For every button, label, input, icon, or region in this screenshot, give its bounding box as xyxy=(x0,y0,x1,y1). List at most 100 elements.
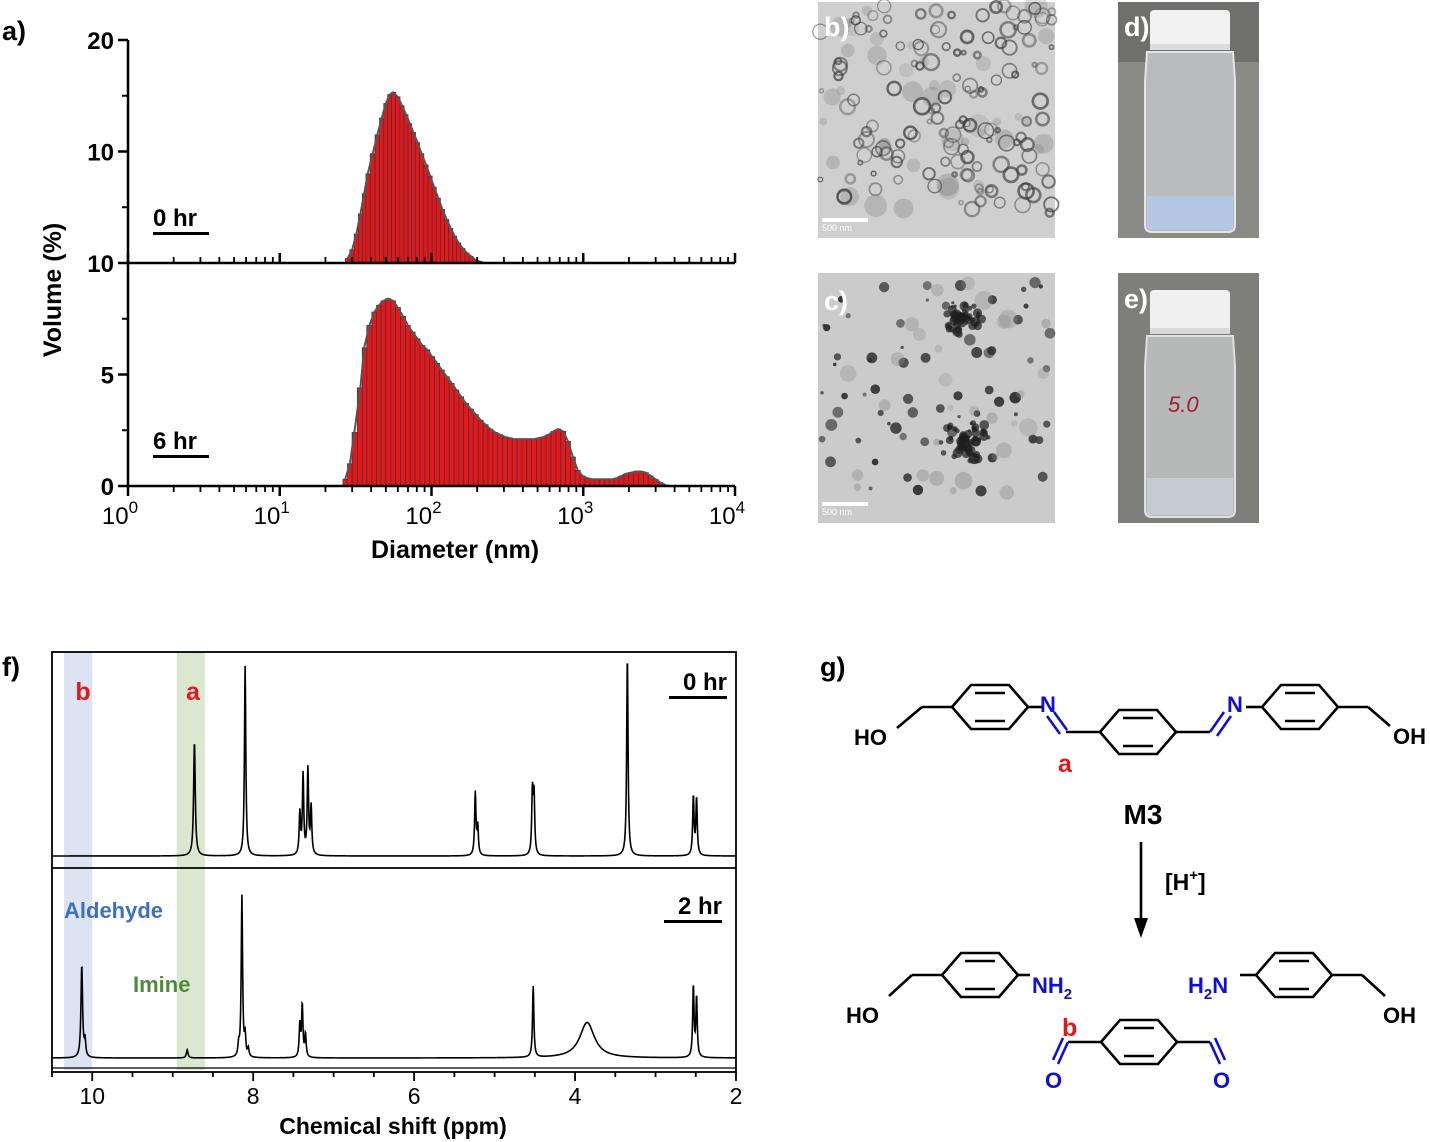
tem-particle xyxy=(890,149,906,164)
dls-bar-6hr xyxy=(477,419,484,487)
tem-shadow xyxy=(1014,112,1023,121)
tem-particle xyxy=(959,29,975,45)
tem-particle xyxy=(878,281,890,293)
tem-shadow xyxy=(937,177,960,200)
tem-shadow xyxy=(902,81,923,103)
tem-particle xyxy=(910,59,919,68)
nmr-frame xyxy=(51,651,737,1073)
tem-particle xyxy=(958,199,964,206)
tem-shadow xyxy=(999,485,1015,500)
dls-bar-0hr xyxy=(395,96,401,264)
dls-bar-6hr xyxy=(371,311,378,487)
dls-bar-0hr xyxy=(391,92,396,264)
dls-fit-curve-0hr xyxy=(346,91,484,264)
tem-particle xyxy=(1035,436,1044,445)
amine-left-oh-bond xyxy=(888,974,913,997)
tem-shadow xyxy=(867,45,887,66)
tem-particle xyxy=(896,319,905,328)
tem-particle xyxy=(871,145,883,158)
tem-shadow xyxy=(851,469,864,481)
dls-bar-6hr xyxy=(502,436,508,487)
tem-shadow xyxy=(996,314,1011,329)
tem-particle xyxy=(817,176,824,183)
dls-bar-6hr xyxy=(419,345,426,487)
tem-particle xyxy=(927,106,936,115)
tem-aggregate xyxy=(970,420,977,426)
aldehyde-o-left: O xyxy=(1045,1068,1062,1093)
tem-particle xyxy=(977,122,995,140)
dls-bar-6hr xyxy=(463,403,469,487)
dls-bar-0hr xyxy=(399,105,405,264)
tem-particle xyxy=(900,345,904,350)
x-tick-label: 100 xyxy=(102,498,138,530)
tem-particle xyxy=(868,182,883,197)
tem-particle xyxy=(1031,92,1049,110)
tem-particle xyxy=(964,333,976,346)
tem-shadow xyxy=(1041,318,1051,329)
m3-ho-label: HO xyxy=(854,725,887,750)
tem-particle xyxy=(899,432,907,441)
panel-g: g) HO N xyxy=(820,652,1426,1093)
tem-particle xyxy=(1019,137,1035,153)
vial-liquid-d xyxy=(1147,196,1233,230)
scale-bar-b xyxy=(822,218,868,222)
tem-aggregate xyxy=(967,457,973,464)
m3-label-a: a xyxy=(1058,750,1073,778)
dls-bar-0hr xyxy=(379,117,385,264)
tem-particle xyxy=(818,435,826,443)
panel-c: 500 nm c) xyxy=(818,273,1056,523)
nmr-highlight-bands xyxy=(64,652,205,1070)
tem-particle xyxy=(845,313,851,319)
reagent-close: ] xyxy=(1198,869,1206,895)
tem-particle xyxy=(825,456,836,468)
tem-shadow xyxy=(916,469,929,482)
tem-particle xyxy=(818,88,825,94)
tem-particle xyxy=(1028,1,1042,15)
x-tick-exponent: 4 xyxy=(736,498,745,517)
tem-particle xyxy=(1001,62,1018,79)
amine-right-n: N xyxy=(1212,973,1228,998)
tem-shadow xyxy=(878,138,890,149)
dls-fit-curve-6hr xyxy=(344,297,666,486)
nmr-spectra xyxy=(52,663,736,1059)
tem-particle xyxy=(895,41,906,51)
tem-particle xyxy=(886,80,902,97)
tem-particle xyxy=(856,147,873,163)
dls-bar-6hr xyxy=(516,438,523,487)
dls-bar-6hr xyxy=(536,437,542,487)
aldehyde-ring xyxy=(1099,1018,1179,1066)
tem-aggregate xyxy=(965,321,969,325)
tem-particle xyxy=(1017,19,1032,35)
reaction-arrow-head xyxy=(1134,918,1148,938)
tem-particle xyxy=(866,352,878,364)
tem-particle xyxy=(961,168,976,183)
tem-particle xyxy=(1047,7,1057,17)
underline-spectrum-0hr xyxy=(669,696,727,699)
tem-shadow xyxy=(878,399,891,412)
tem-aggregate xyxy=(961,308,967,313)
x-tick-exponent: 3 xyxy=(584,498,593,517)
tem-shadow xyxy=(1024,0,1048,19)
y-tick-label: 0 xyxy=(101,474,114,501)
tem-particle xyxy=(1045,14,1058,26)
tem-particle xyxy=(989,0,1004,15)
tem-particle xyxy=(837,295,845,303)
panel-f: f) 10 8 6 4 2 b a Aldehyde Imine 0 hr 2 hr C… xyxy=(2,651,742,1139)
x-tick-base: 10 xyxy=(405,503,432,530)
tem-shadow xyxy=(1019,418,1038,437)
tem-shadow xyxy=(949,487,957,495)
tem-shadow xyxy=(969,405,980,417)
tem-particle xyxy=(913,40,930,57)
tem-particle xyxy=(943,137,954,149)
tem-particle xyxy=(975,8,990,23)
tem-particle xyxy=(994,36,1008,50)
tem-shadow xyxy=(830,16,850,37)
x-tick-exponent: 2 xyxy=(432,498,441,517)
band-letter-b: b xyxy=(75,678,90,706)
dls-bar-0hr xyxy=(435,197,441,264)
tem-particle xyxy=(907,407,919,418)
reagent-sup: + xyxy=(1189,867,1198,884)
tem-particle xyxy=(844,172,857,185)
x-tick-exponent: 1 xyxy=(280,498,289,517)
